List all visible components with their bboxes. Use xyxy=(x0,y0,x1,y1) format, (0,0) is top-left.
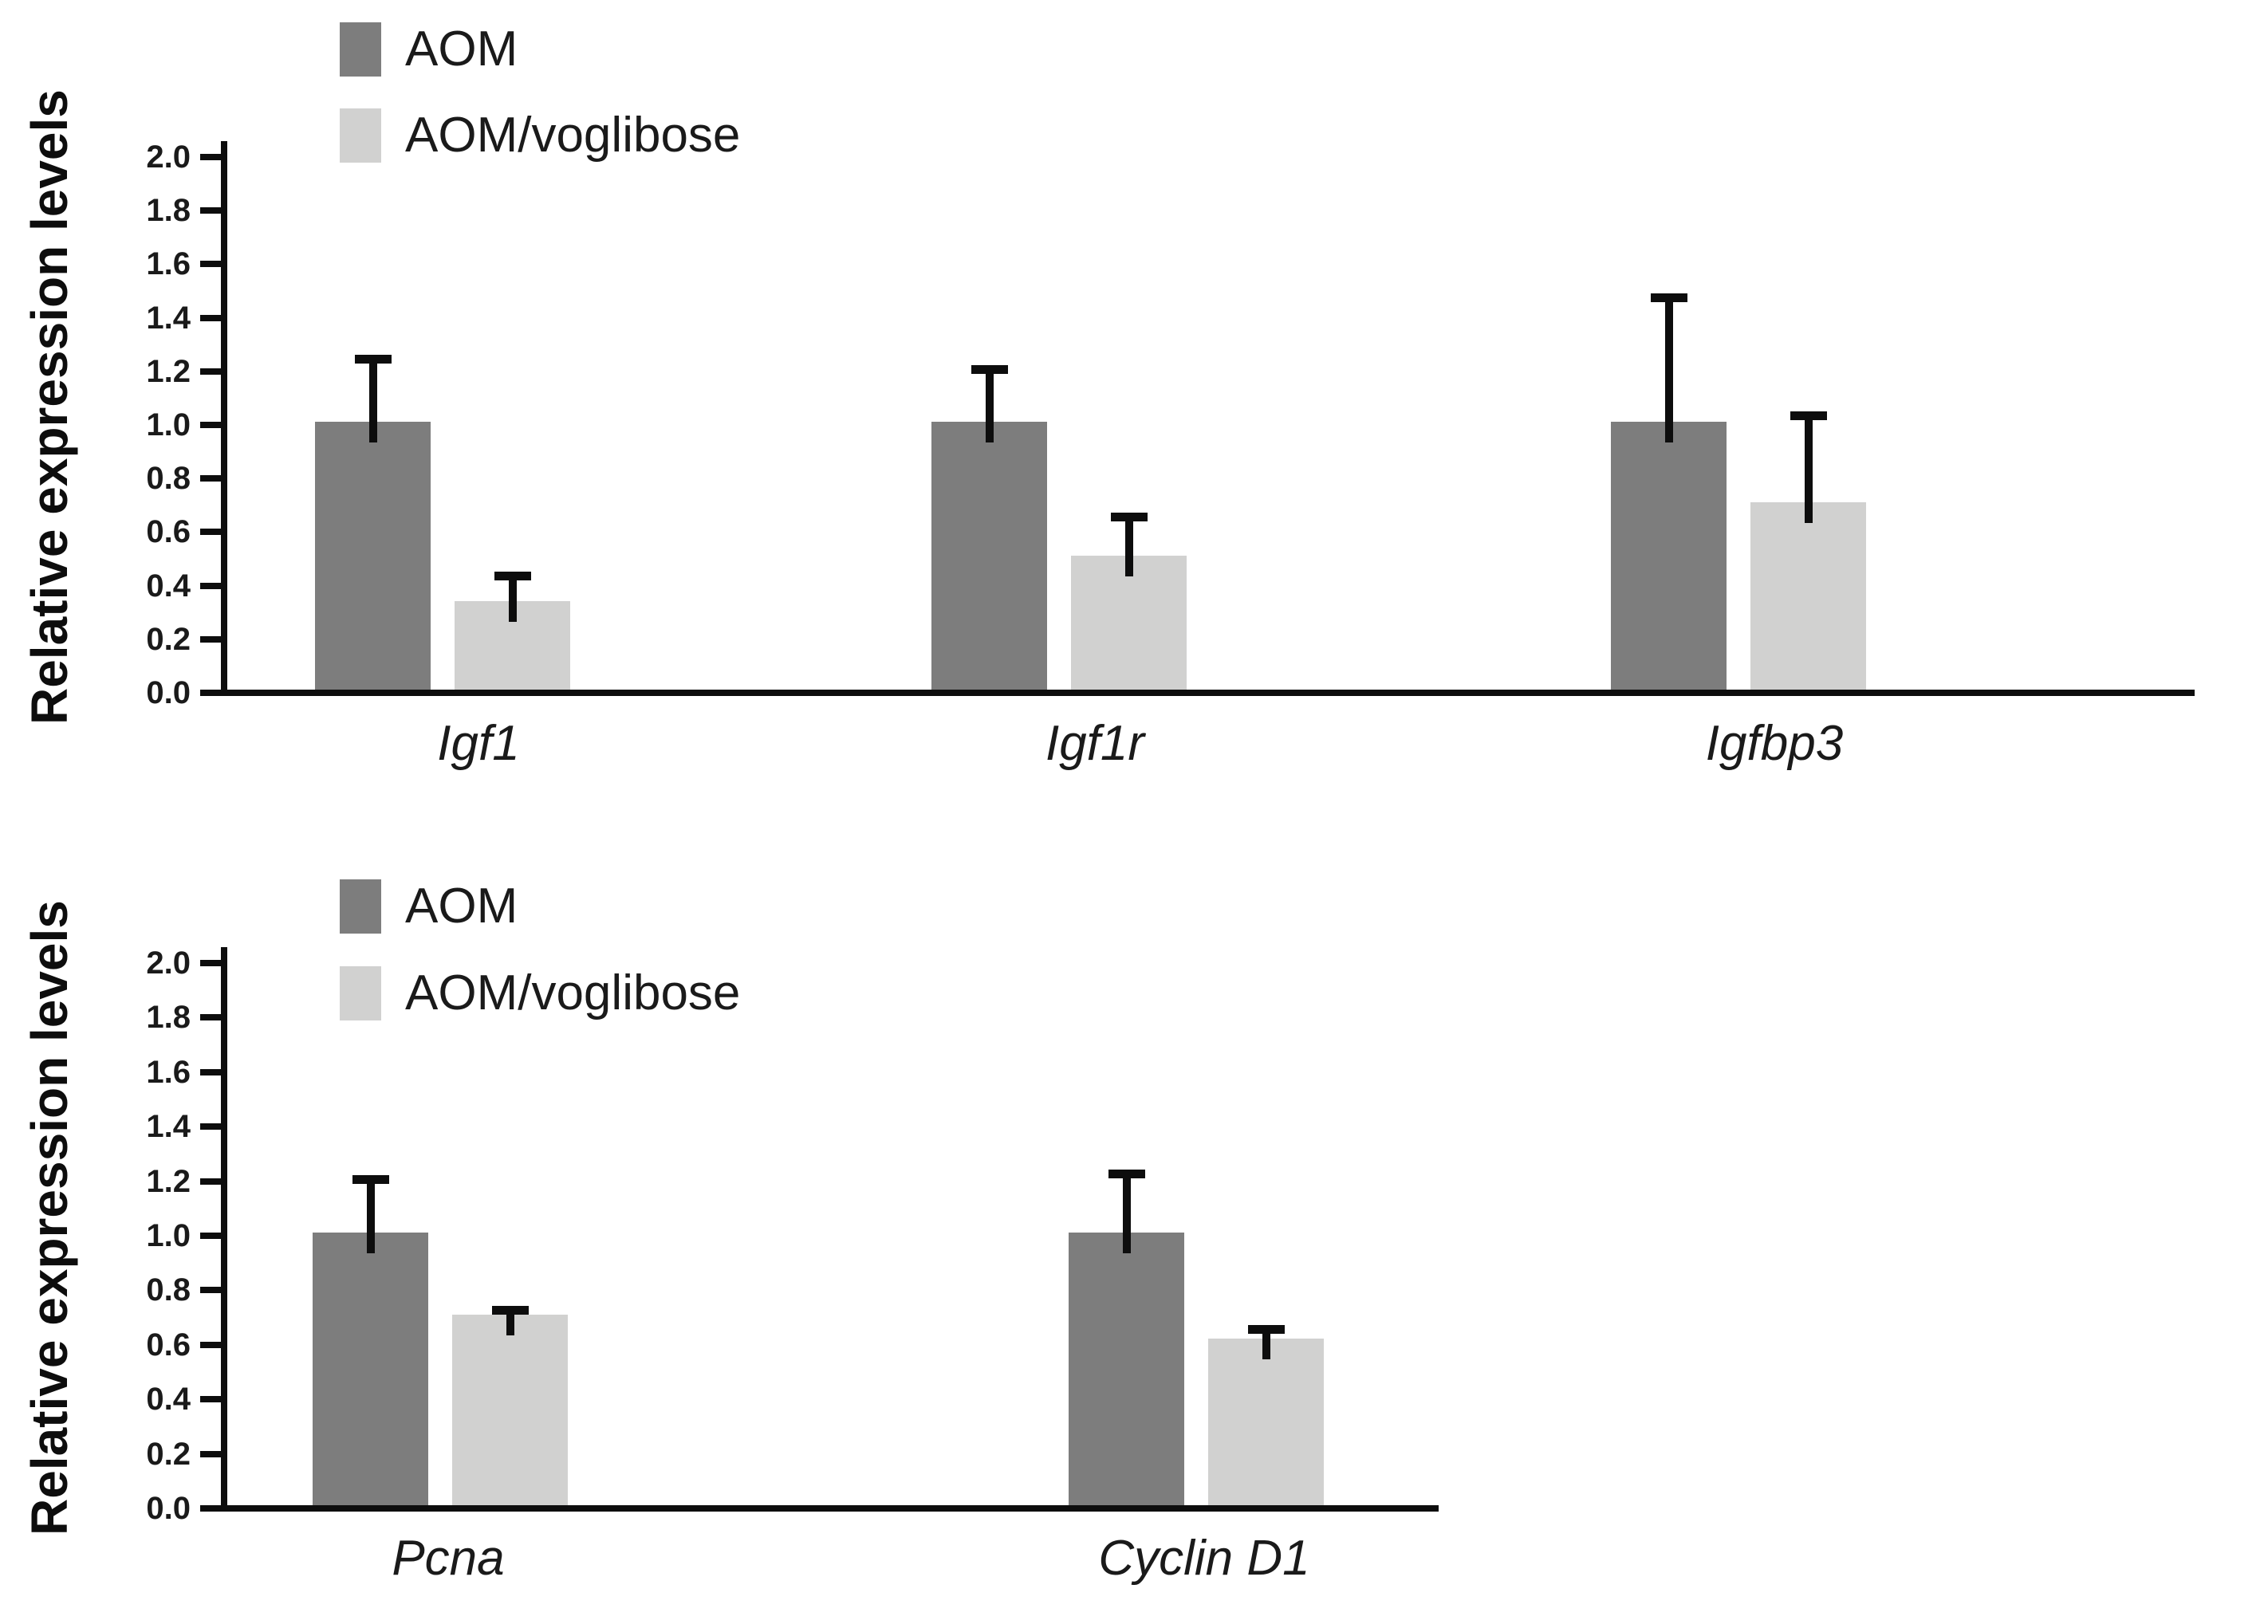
y-axis-tick-label: 1.0 xyxy=(146,1218,191,1253)
bar-aom-pcna xyxy=(313,1233,428,1505)
error-bar-stem-aom-igf1 xyxy=(368,355,377,442)
y-axis-line xyxy=(221,141,227,696)
y-axis-tick xyxy=(200,1014,221,1020)
bar-aom-igf1 xyxy=(315,422,431,690)
y-axis-tick xyxy=(200,583,221,589)
y-axis-tick-label: 1.8 xyxy=(146,1000,191,1035)
category-label-pcna: Pcna xyxy=(392,1531,505,1586)
y-axis-tick-label: 0.0 xyxy=(146,1491,191,1526)
y-axis-tick xyxy=(200,1396,221,1402)
legend-swatch-aom-voglibose xyxy=(340,108,381,163)
y-axis-tick xyxy=(200,1342,221,1348)
bar-aom-voglibose-pcna xyxy=(452,1315,568,1505)
y-axis-line xyxy=(221,947,227,1512)
legend-swatch-aom-voglibose xyxy=(340,966,381,1020)
error-bar-cap-aom-voglibose-igfbp3 xyxy=(1790,411,1827,420)
bar-aom-voglibose-igfbp3 xyxy=(1750,502,1866,690)
y-axis-tick-label: 0.2 xyxy=(146,622,191,657)
y-axis-tick xyxy=(200,261,221,267)
x-axis-line xyxy=(221,690,2195,696)
error-bar-stem-aom-igfbp3 xyxy=(1664,293,1673,442)
y-axis-tick xyxy=(200,1069,221,1075)
legend-swatch-aom xyxy=(340,879,381,934)
y-axis-tick-label: 1.0 xyxy=(146,407,191,442)
x-axis-line xyxy=(221,1505,1439,1512)
error-bar-stem-aom-igf1r xyxy=(985,365,994,442)
error-bar-stem-aom-pcna xyxy=(366,1175,375,1253)
y-axis-tick-label: 0.4 xyxy=(146,1382,191,1417)
y-axis-tick-label: 1.4 xyxy=(146,1109,191,1144)
y-axis-tick-label: 0.0 xyxy=(146,675,191,710)
y-axis-tick xyxy=(200,1451,221,1457)
y-axis-tick-label: 0.8 xyxy=(146,1272,191,1307)
bar-aom-voglibose-igf1r xyxy=(1071,556,1187,690)
y-axis-tick-label: 1.2 xyxy=(146,354,191,389)
error-bar-cap-aom-voglibose-pcna xyxy=(491,1306,529,1315)
error-bar-stem-aom-voglibose-igfbp3 xyxy=(1804,411,1813,523)
y-axis-tick-label: 1.6 xyxy=(146,246,191,281)
category-label-igf1r: Igf1r xyxy=(1045,716,1145,771)
y-axis-tick xyxy=(200,1178,221,1185)
legend-label-aom-voglibose: AOM/voglibose xyxy=(405,108,741,163)
bar-aom-voglibose-cyclin-d1 xyxy=(1208,1339,1324,1505)
y-axis-tick xyxy=(200,207,221,214)
legend-label-aom-voglibose: AOM/voglibose xyxy=(405,965,741,1020)
y-axis-tick-label: 0.4 xyxy=(146,568,191,604)
y-axis-tick xyxy=(200,960,221,966)
error-bar-stem-aom-voglibose-igf1 xyxy=(508,572,517,622)
y-axis-tick xyxy=(200,154,221,160)
bar-aom-cyclin-d1 xyxy=(1069,1233,1184,1505)
category-label-cyclin-d1: Cyclin D1 xyxy=(1098,1531,1310,1586)
y-axis-tick xyxy=(200,1233,221,1239)
bar-aom-igf1r xyxy=(931,422,1047,690)
error-bar-cap-aom-igf1 xyxy=(354,355,392,364)
y-axis-tick-label: 1.2 xyxy=(146,1164,191,1199)
y-axis-tick xyxy=(200,422,221,428)
y-axis-tick xyxy=(200,1505,221,1512)
y-axis-tick-label: 0.8 xyxy=(146,461,191,496)
legend-label-aom: AOM xyxy=(405,22,518,77)
legend-swatch-aom xyxy=(340,22,381,77)
y-axis-tick-label: 0.6 xyxy=(146,1327,191,1363)
category-label-igf1: Igf1 xyxy=(437,716,520,771)
y-axis-tick-label: 0.2 xyxy=(146,1437,191,1472)
error-bar-cap-aom-cyclin-d1 xyxy=(1108,1170,1145,1178)
y-axis-tick xyxy=(200,475,221,482)
error-bar-cap-aom-voglibose-cyclin-d1 xyxy=(1247,1325,1285,1334)
y-axis-tick-label: 1.8 xyxy=(146,193,191,228)
error-bar-cap-aom-voglibose-igf1 xyxy=(494,572,531,580)
error-bar-cap-aom-pcna xyxy=(352,1175,389,1184)
y-axis-tick xyxy=(200,636,221,643)
error-bar-stem-aom-cyclin-d1 xyxy=(1122,1170,1131,1253)
legend-label-aom: AOM xyxy=(405,879,518,934)
y-axis-tick-label: 2.0 xyxy=(146,140,191,175)
error-bar-cap-aom-voglibose-igf1r xyxy=(1110,513,1148,521)
y-axis-tick xyxy=(200,529,221,535)
y-axis-tick xyxy=(200,315,221,321)
y-axis-tick xyxy=(200,1123,221,1130)
error-bar-cap-aom-igf1r xyxy=(971,365,1008,374)
category-label-igfbp3: Igfbp3 xyxy=(1705,716,1844,771)
y-axis-tick-label: 1.6 xyxy=(146,1055,191,1090)
error-bar-cap-aom-igfbp3 xyxy=(1650,293,1687,302)
y-axis-tick-label: 2.0 xyxy=(146,946,191,981)
y-axis-tick-label: 1.4 xyxy=(146,301,191,336)
error-bar-stem-aom-voglibose-pcna xyxy=(506,1306,514,1335)
bar-aom-igfbp3 xyxy=(1611,422,1727,690)
y-axis-tick xyxy=(200,690,221,696)
y-axis-tick xyxy=(200,368,221,375)
y-axis-tick xyxy=(200,1287,221,1293)
y-axis-tick-label: 0.6 xyxy=(146,514,191,549)
error-bar-stem-aom-voglibose-igf1r xyxy=(1124,513,1133,576)
error-bar-stem-aom-voglibose-cyclin-d1 xyxy=(1262,1325,1270,1359)
